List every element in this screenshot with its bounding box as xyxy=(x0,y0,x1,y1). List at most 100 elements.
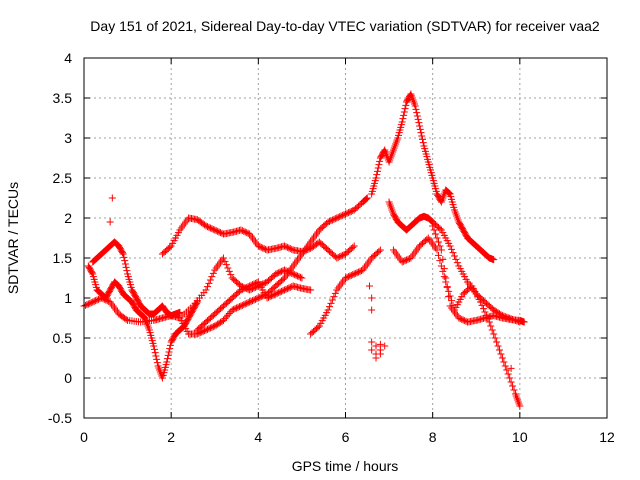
data-point xyxy=(253,295,261,303)
data-point xyxy=(331,215,339,223)
data-point xyxy=(106,218,114,226)
data-point xyxy=(251,295,259,303)
data-point xyxy=(506,374,514,382)
data-point xyxy=(282,243,290,251)
data-point xyxy=(305,245,313,253)
data-point xyxy=(203,223,211,231)
data-point xyxy=(273,269,281,277)
data-point xyxy=(411,102,419,110)
data-point xyxy=(166,345,174,353)
data-point xyxy=(259,280,267,288)
y-tick-label: 1 xyxy=(64,290,72,306)
data-point xyxy=(243,283,251,291)
data-point xyxy=(241,228,249,236)
data-point xyxy=(272,290,280,298)
data-point xyxy=(282,285,290,293)
x-axis-label: GPS time / hours xyxy=(292,458,399,474)
y-tick-label: 2.5 xyxy=(53,170,73,186)
data-point xyxy=(224,311,232,319)
x-tick-label: 4 xyxy=(254,429,262,445)
y-axis-tick-labels: -0.5 0 0.5 1 1.5 2 2.5 3 3.5 4 xyxy=(48,50,72,426)
data-point xyxy=(250,296,258,304)
data-point xyxy=(153,355,161,363)
data-point xyxy=(347,207,355,215)
data-point xyxy=(231,305,239,313)
data-point xyxy=(376,350,384,358)
data-point xyxy=(414,115,422,123)
data-point xyxy=(206,224,214,232)
y-tick-label: 3.5 xyxy=(53,90,73,106)
data-point xyxy=(225,309,233,317)
data-point xyxy=(334,253,342,261)
data-point xyxy=(256,293,264,301)
data-point xyxy=(298,248,306,256)
data-point xyxy=(373,167,381,175)
data-point xyxy=(280,242,288,250)
data-point xyxy=(221,257,229,265)
data-point xyxy=(336,213,344,221)
data-point xyxy=(343,209,351,217)
data-point xyxy=(347,271,355,279)
data-point xyxy=(436,257,444,265)
data-point xyxy=(453,259,461,267)
data-point xyxy=(202,286,210,294)
data-point xyxy=(202,326,210,334)
data-point xyxy=(240,301,248,309)
data-point xyxy=(449,249,457,257)
y-tick-label: 4 xyxy=(64,50,72,66)
data-point xyxy=(249,297,257,305)
data-point xyxy=(299,247,307,255)
x-tick-label: 0 xyxy=(80,429,88,445)
data-point xyxy=(93,296,101,304)
data-point xyxy=(324,218,332,226)
data-point xyxy=(164,355,172,363)
data-point xyxy=(237,286,245,294)
data-point xyxy=(403,256,411,264)
data-point xyxy=(201,327,209,335)
data-point xyxy=(221,315,229,323)
data-point xyxy=(205,223,213,231)
data-point xyxy=(404,255,412,263)
data-point xyxy=(509,382,517,390)
data-point xyxy=(497,350,505,358)
data-point xyxy=(481,308,489,316)
data-point xyxy=(241,300,249,308)
data-point xyxy=(328,216,336,224)
data-point xyxy=(436,242,444,250)
data-point xyxy=(209,269,217,277)
data-point xyxy=(417,129,425,137)
data-point xyxy=(206,276,214,284)
data-point xyxy=(205,279,213,287)
data-point xyxy=(448,297,456,305)
data-point xyxy=(487,322,495,330)
data-point xyxy=(257,243,265,251)
data-point xyxy=(266,293,274,301)
data-point xyxy=(314,323,322,331)
data-point xyxy=(398,118,406,126)
data-point xyxy=(333,254,341,262)
data-point xyxy=(458,315,466,323)
data-point xyxy=(490,330,498,338)
data-point xyxy=(291,271,299,279)
data-points xyxy=(80,90,528,410)
data-point xyxy=(450,252,458,260)
data-point xyxy=(442,274,450,282)
data-point xyxy=(241,284,249,292)
data-point xyxy=(352,269,360,277)
data-point xyxy=(295,273,303,281)
data-point xyxy=(276,288,284,296)
data-point xyxy=(375,161,383,169)
data-point xyxy=(280,286,288,294)
data-point xyxy=(339,211,347,219)
data-point xyxy=(373,171,381,179)
data-point xyxy=(257,293,265,301)
data-point xyxy=(292,271,300,279)
data-point xyxy=(448,245,456,253)
chart-title: Day 151 of 2021, Sidereal Day-to-day VTE… xyxy=(90,18,600,34)
data-point xyxy=(280,266,288,274)
data-point xyxy=(430,226,438,234)
data-point xyxy=(455,314,463,322)
data-point xyxy=(398,258,406,266)
data-point xyxy=(490,256,498,264)
data-point xyxy=(205,325,213,333)
